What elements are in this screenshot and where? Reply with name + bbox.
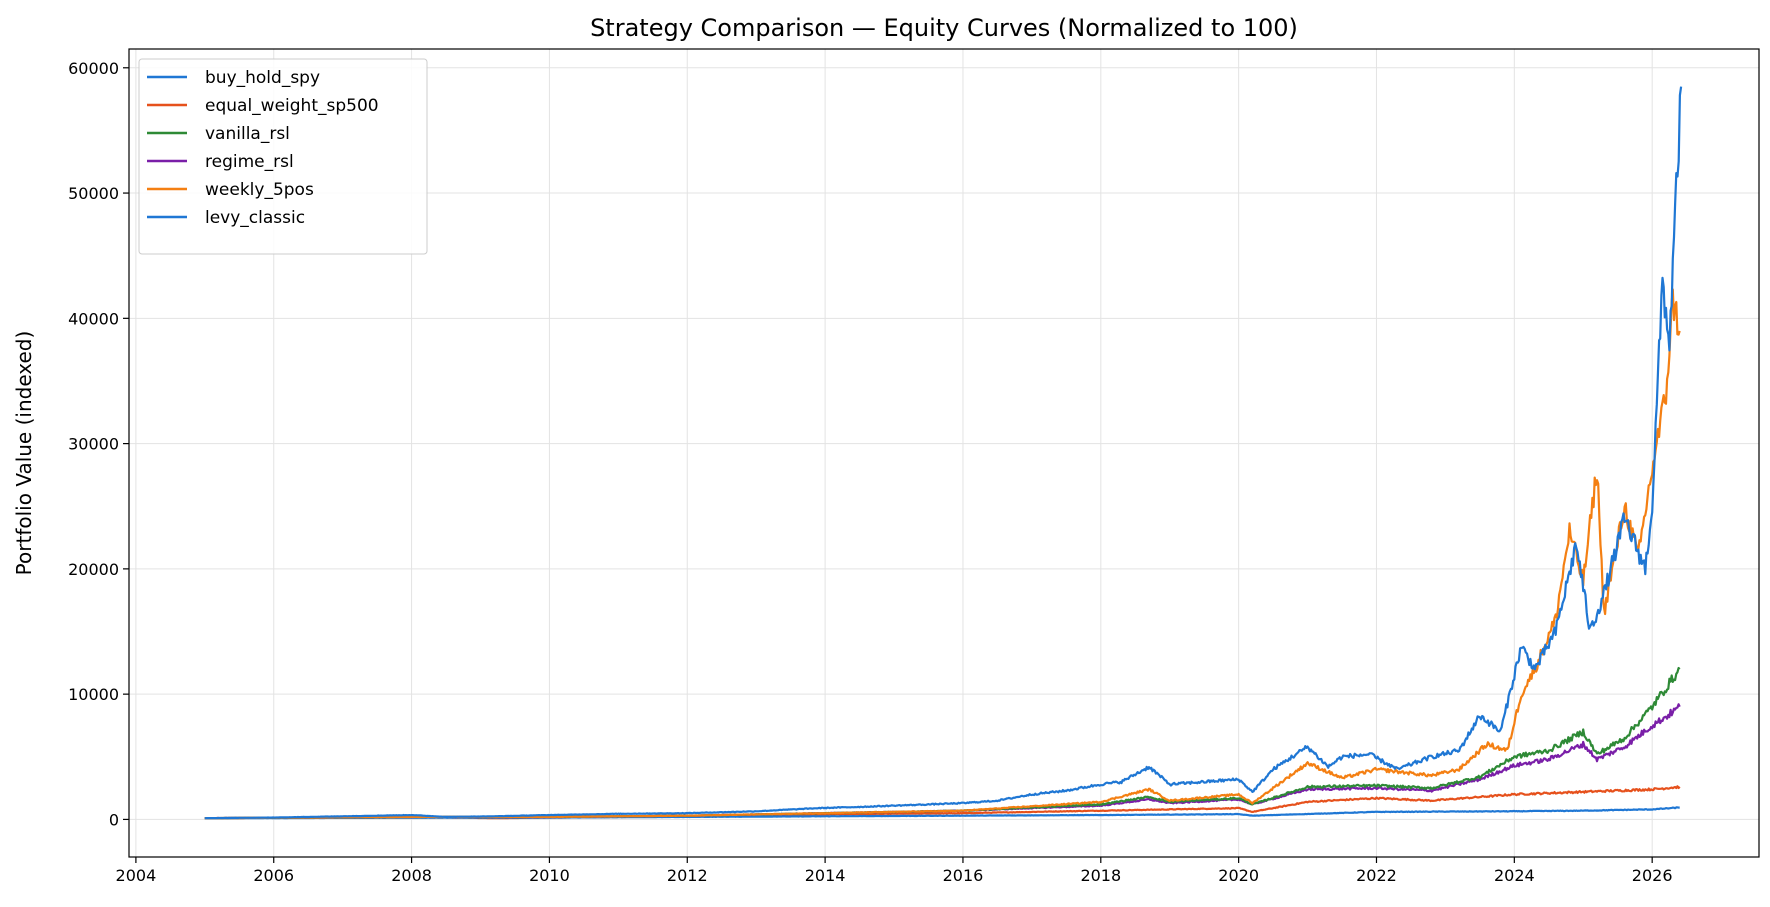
- x-tick-label: 2022: [1356, 866, 1397, 885]
- chart-title: Strategy Comparison — Equity Curves (Nor…: [590, 14, 1298, 42]
- y-tick-label: 10000: [68, 685, 119, 704]
- y-tick-label: 60000: [68, 59, 119, 78]
- x-tick-label: 2018: [1080, 866, 1121, 885]
- y-tick-label: 20000: [68, 560, 119, 579]
- legend-label-weekly-5pos: weekly_5pos: [205, 180, 314, 200]
- x-tick-label: 2010: [529, 866, 570, 885]
- x-tick-label: 2016: [943, 866, 984, 885]
- x-tick-label: 2014: [805, 866, 846, 885]
- legend: buy_hold_spy equal_weight_sp500 vanilla_rs…: [138, 58, 428, 255]
- legend-label-levy-classic: levy_classic: [205, 208, 305, 228]
- x-tick-label: 2004: [116, 866, 157, 885]
- legend-label-buy-hold-spy: buy_hold_spy: [205, 68, 320, 88]
- y-tick-label: 40000: [68, 309, 119, 328]
- legend-box: [138, 58, 428, 255]
- legend-label-vanilla-rsl: vanilla_rsl: [205, 124, 290, 144]
- y-tick-label: 50000: [68, 184, 119, 203]
- x-tick-label: 2012: [667, 866, 708, 885]
- series-layer: [204, 86, 1683, 820]
- y-tick-label: 30000: [68, 435, 119, 454]
- x-tick-label: 2026: [1632, 866, 1673, 885]
- x-tick-label: 2006: [253, 866, 294, 885]
- y-axis-title: Portfolio Value (indexed): [12, 331, 36, 576]
- x-tick-label: 2008: [391, 866, 432, 885]
- tick-layer: 2004 2006 2008 2010 2012 2014 2016 2018 2020 2022…: [68, 59, 1672, 885]
- y-tick-label: 0: [109, 810, 119, 829]
- legend-label-regime-rsl: regime_rsl: [205, 152, 294, 172]
- plot-frame: [128, 48, 1760, 858]
- legend-label-equal-weight-sp500: equal_weight_sp500: [205, 96, 379, 116]
- x-tick-label: 2020: [1218, 866, 1259, 885]
- series-line-buy-hold-spy: [204, 86, 1683, 820]
- x-tick-label: 2024: [1494, 866, 1535, 885]
